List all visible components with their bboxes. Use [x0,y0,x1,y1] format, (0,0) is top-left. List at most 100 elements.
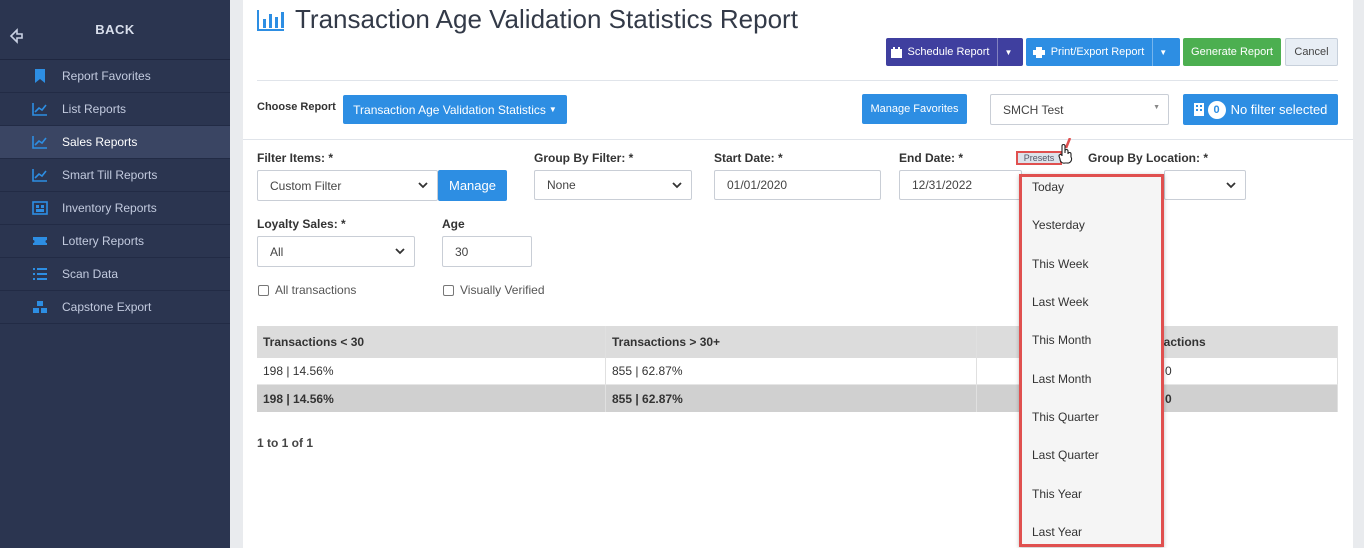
filter-items-value: Custom Filter [270,178,342,193]
sidebar: BACK Report Favorites List Reports Sales… [0,0,230,548]
sidebar-item-label: List Reports [62,102,127,116]
table-header-row: Transactions < 30 Transactions > 30+ sac… [257,326,1338,358]
choose-report-label: Choose Report [257,101,336,113]
filter-count-badge: 0 [1207,100,1226,119]
age-input[interactable]: 30 [442,236,532,267]
building-icon [1193,103,1204,116]
line-chart-icon [32,168,48,182]
group-by-location-label: Group By Location: * [1088,151,1208,165]
generate-report-button[interactable]: Generate Report [1183,38,1281,66]
page-title: Transaction Age Validation Statistics Re… [295,4,798,34]
sidebar-item-label: Sales Reports [62,135,138,149]
filter-items-label: Filter Items: * [257,151,334,165]
group-by-filter-select[interactable]: None [534,170,692,200]
manage-filter-button[interactable]: Manage [438,170,507,201]
table-cell: 855 | 62.87% [606,385,977,412]
loyalty-sales-label: Loyalty Sales: * [257,217,346,231]
chevron-down-icon [1226,182,1236,189]
list-icon [32,267,48,281]
chevron-down-icon [418,182,428,189]
table-total-row: 198 | 14.56% 855 | 62.87% 0 [257,385,1338,412]
caret-down-icon: ▼ [1153,104,1160,111]
bar-chart-icon [257,9,284,31]
end-date-label: End Date: * [899,151,964,165]
sidebar-item-label: Smart Till Reports [62,168,158,182]
presets-label: Presets [1023,153,1055,163]
sidebar-item-list-reports[interactable]: List Reports [0,93,230,126]
loyalty-sales-value: All [270,244,284,259]
start-date-value: 01/01/2020 [727,178,788,192]
calendar-icon [890,46,902,58]
presets-button[interactable]: Presets [1016,151,1062,165]
manage-label: Manage [449,178,496,193]
back-button[interactable]: BACK [0,0,230,60]
caret-down-icon[interactable]: ▼ [1159,47,1168,57]
location-select[interactable]: SMCH Test ▼ [990,94,1169,125]
preset-last-year[interactable]: Last Year [1032,525,1083,539]
visually-verified-checkbox[interactable]: Visually Verified [443,283,545,297]
sidebar-item-label: Scan Data [62,267,119,281]
chevron-down-icon [395,248,405,255]
sidebar-item-capstone-export[interactable]: Capstone Export [0,291,230,324]
sidebar-item-inventory-reports[interactable]: Inventory Reports [0,192,230,225]
cancel-label: Cancel [1294,46,1329,58]
print-export-button[interactable]: Print/Export Report ▼ [1026,38,1180,66]
end-date-value: 12/31/2022 [912,178,973,192]
line-chart-icon [32,135,48,149]
choose-report-dropdown[interactable]: Transaction Age Validation Statistics ▼ [343,95,567,124]
column-header[interactable]: Transactions > 30+ [606,326,977,358]
preset-last-week[interactable]: Last Week [1032,295,1089,309]
filter-selected-button[interactable]: 0 No filter selected [1183,94,1338,125]
age-value: 30 [455,244,469,259]
preset-last-quarter[interactable]: Last Quarter [1032,448,1099,462]
preset-this-quarter[interactable]: This Quarter [1032,410,1099,424]
sidebar-item-label: Capstone Export [62,300,152,314]
sidebar-item-sales-reports[interactable]: Sales Reports [0,126,230,159]
preset-today[interactable]: Today [1032,180,1065,194]
printer-icon [1032,46,1045,58]
sidebar-item-report-favorites[interactable]: Report Favorites [0,60,230,93]
preset-this-year[interactable]: This Year [1032,487,1083,501]
manage-favorites-button[interactable]: Manage Favorites [862,94,967,124]
cubes-icon [32,300,48,314]
end-date-input[interactable]: 12/31/2022 [899,170,1022,200]
generate-report-label: Generate Report [1191,46,1273,58]
pagination-info: 1 to 1 of 1 [257,436,314,450]
sidebar-item-label: Lottery Reports [62,234,145,248]
table-cell: 855 | 62.87% [606,358,977,385]
sidebar-item-smart-till-reports[interactable]: Smart Till Reports [0,159,230,192]
line-chart-icon [32,102,48,116]
inventory-icon [32,201,48,215]
cancel-button[interactable]: Cancel [1285,38,1338,66]
preset-this-month[interactable]: This Month [1032,333,1092,347]
hand-pointer-icon [1058,138,1073,164]
group-by-location-select[interactable] [1164,170,1246,200]
all-transactions-checkbox[interactable]: All transactions [258,283,356,297]
filter-items-select[interactable]: Custom Filter [257,170,438,201]
sidebar-item-label: Report Favorites [62,69,151,83]
chevron-down-icon [672,182,682,189]
location-value: SMCH Test [1003,102,1064,117]
preset-last-month[interactable]: Last Month [1032,372,1092,386]
manage-favorites-label: Manage Favorites [870,103,959,115]
print-export-label: Print/Export Report [1050,46,1145,58]
loyalty-sales-select[interactable]: All [257,236,415,267]
sidebar-item-scan-data[interactable]: Scan Data [0,258,230,291]
group-by-filter-label: Group By Filter: * [534,151,634,165]
caret-down-icon: ▼ [548,105,557,114]
ticket-icon [32,234,48,248]
presets-dropdown: Today Yesterday This Week Last Week This… [1019,174,1164,547]
preset-yesterday[interactable]: Yesterday [1032,218,1085,232]
schedule-report-button[interactable]: Schedule Report ▼ [886,38,1023,66]
table-cell: 198 | 14.56% [257,385,606,412]
divider [243,139,1353,140]
arrow-left-icon [9,28,23,44]
sidebar-item-lottery-reports[interactable]: Lottery Reports [0,225,230,258]
main-panel: Transaction Age Validation Statistics Re… [243,0,1353,548]
preset-this-week[interactable]: This Week [1032,257,1089,271]
sidebar-item-label: Inventory Reports [62,201,157,215]
start-date-input[interactable]: 01/01/2020 [714,170,881,200]
caret-down-icon[interactable]: ▼ [1004,47,1013,57]
table-row: 198 | 14.56% 855 | 62.87% 0 [257,358,1338,385]
column-header[interactable]: Transactions < 30 [257,326,606,358]
